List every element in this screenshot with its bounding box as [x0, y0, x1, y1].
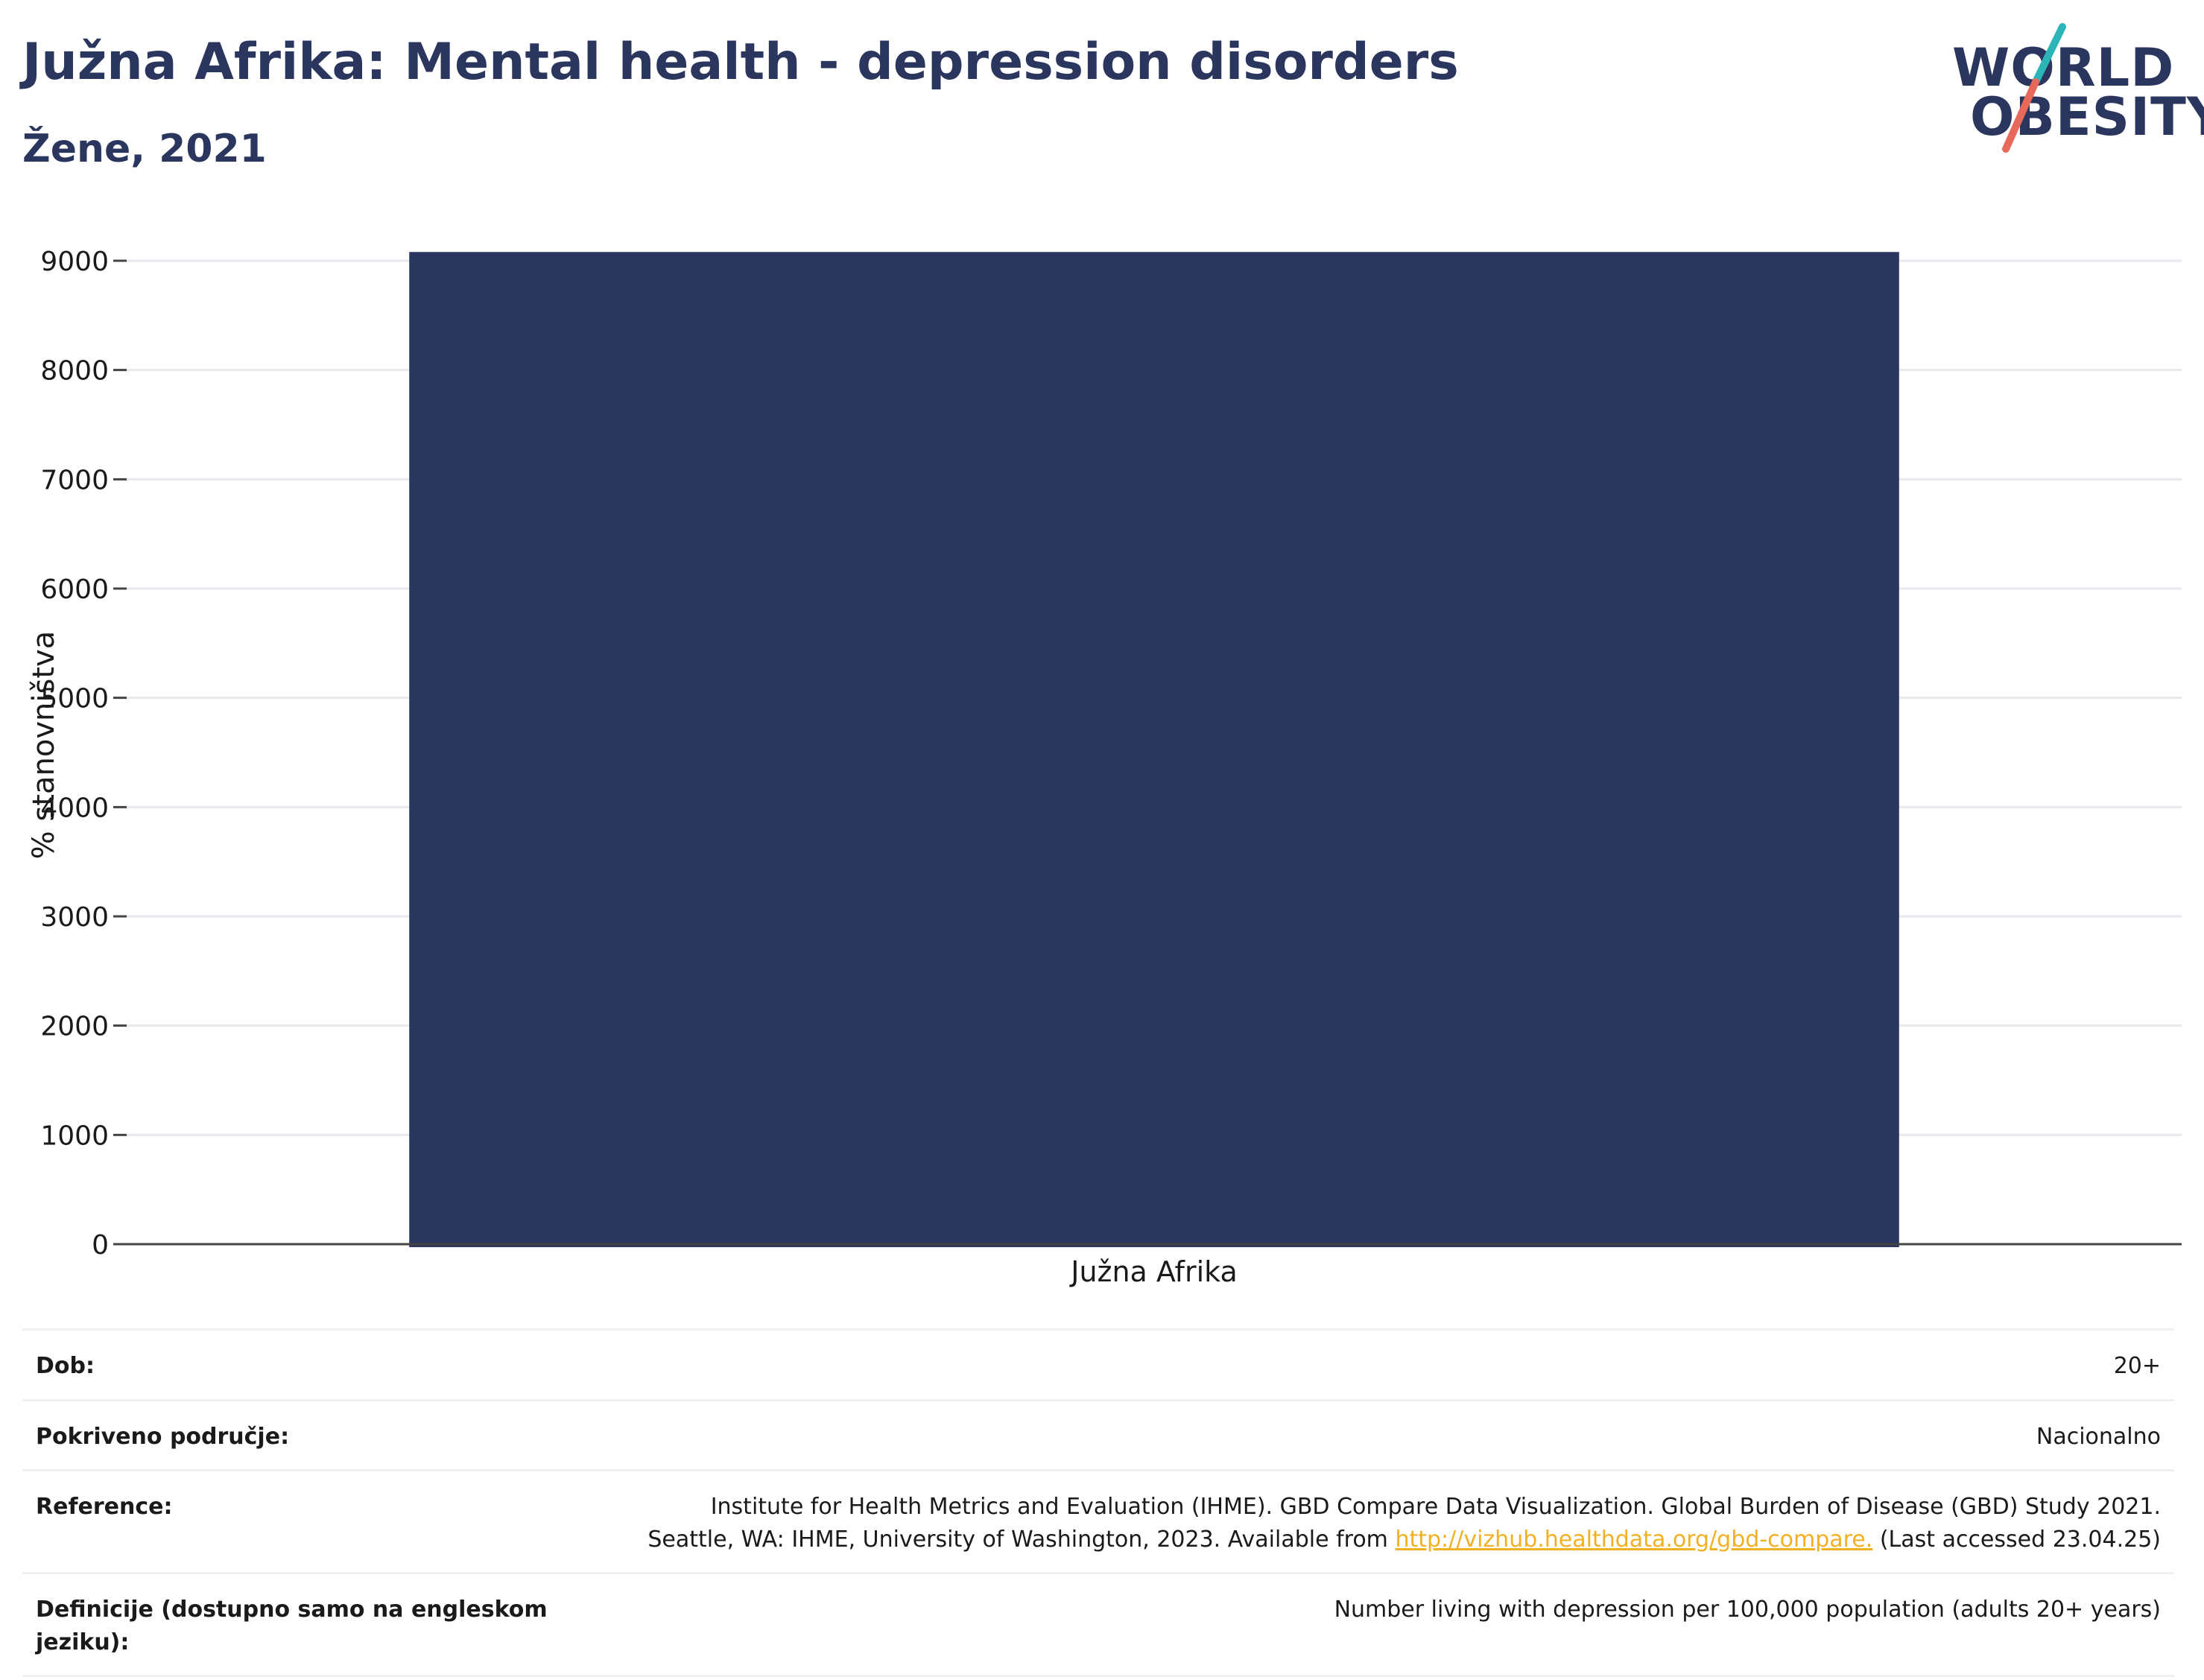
- y-tick-label: 1000: [40, 1120, 109, 1151]
- y-tick-label: 8000: [40, 356, 109, 387]
- meta-row-definition: Definicije (dostupno samo na engleskom j…: [22, 1572, 2174, 1677]
- y-tick-label: 3000: [40, 902, 109, 933]
- bar-chart: 0 1000 2000 3000 4000 5000 6000 7000 8000 9000 Ju…: [27, 247, 2182, 1288]
- world-obesity-logo[interactable]: WORLD OBESITY: [1937, 22, 2204, 156]
- logo-word-world: WORLD: [1952, 37, 2175, 98]
- y-axis-ticks: 0 1000 2000 3000 4000 5000 6000 7000 8000 9000: [40, 247, 127, 1261]
- metadata-table: Dob: 20+ Pokriveno područje: Nacionalno …: [22, 1328, 2174, 1677]
- meta-label-definition: Definicije (dostupno samo na engleskom j…: [36, 1597, 548, 1655]
- meta-row-reference: Reference: Institute for Health Metrics …: [22, 1469, 2174, 1572]
- meta-label-coverage: Pokriveno područje:: [36, 1423, 290, 1450]
- meta-row-coverage: Pokriveno područje: Nacionalno: [22, 1398, 2174, 1470]
- y-tick-label: 2000: [40, 1012, 109, 1042]
- reference-line-2: Seattle, WA: IHME, University of Washing…: [632, 1524, 2161, 1556]
- y-tick-label: 7000: [40, 465, 109, 495]
- x-tick-label: Južna Afrika: [1069, 1255, 1238, 1288]
- meta-row-age: Dob: 20+: [22, 1328, 2174, 1399]
- y-tick-label: 5000: [40, 684, 109, 714]
- reference-line-2-post: (Last accessed 23.04.25): [1872, 1526, 2161, 1553]
- x-axis-ticks: Južna Afrika: [1069, 1255, 1238, 1288]
- bar[interactable]: [409, 252, 1899, 1248]
- y-tick-label: 9000: [40, 247, 109, 277]
- reference-link[interactable]: http://vizhub.healthdata.org/gbd-compare…: [1395, 1526, 1873, 1553]
- logo-slash-icon: [2002, 23, 2066, 153]
- meta-label-age: Dob:: [36, 1353, 95, 1379]
- chart-subtitle: Žene, 2021: [22, 127, 267, 171]
- meta-value-definition: Number living with depression per 100,00…: [1334, 1597, 2161, 1623]
- y-tick-label: 4000: [40, 793, 109, 823]
- reference-line-1: Institute for Health Metrics and Evaluat…: [710, 1494, 2161, 1520]
- meta-label-reference: Reference:: [36, 1494, 173, 1520]
- reference-line-2-pre: Seattle, WA: IHME, University of Washing…: [647, 1526, 1396, 1553]
- y-axis-label: % stanovništva: [27, 631, 61, 859]
- meta-value-age: 20+: [2113, 1353, 2161, 1379]
- chart-title: Južna Afrika: Mental health - depression…: [22, 33, 1459, 92]
- y-tick-label: 0: [92, 1230, 109, 1261]
- meta-value-reference: Institute for Health Metrics and Evaluat…: [602, 1491, 2161, 1556]
- meta-value-coverage: Nacionalno: [2036, 1423, 2161, 1450]
- y-tick-label: 6000: [40, 574, 109, 605]
- bars: [409, 252, 1899, 1248]
